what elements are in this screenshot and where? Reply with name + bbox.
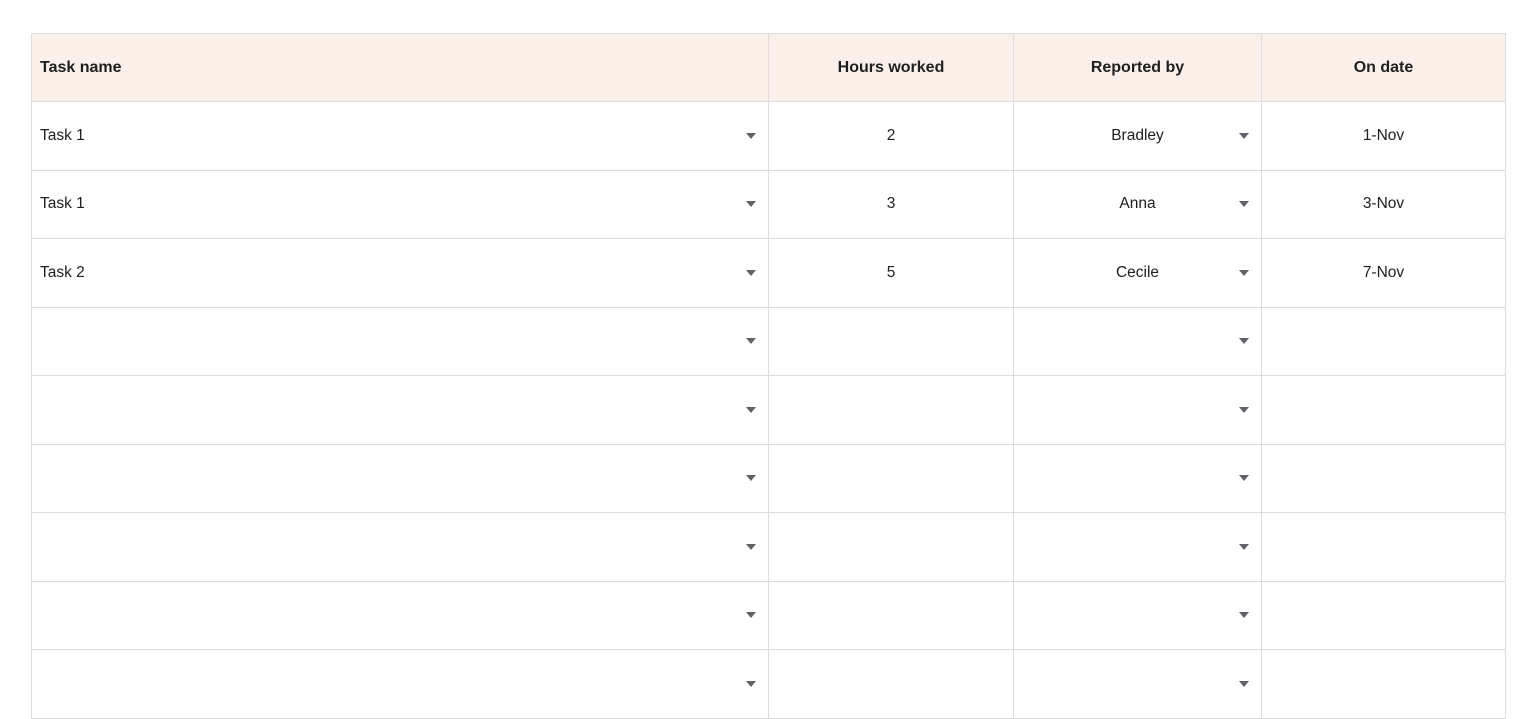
task-name-value: Task 1 [40, 126, 85, 144]
header-task-name-label: Task name [40, 58, 122, 76]
task-name-cell[interactable] [32, 444, 769, 513]
table-row [32, 307, 1506, 376]
on-date-value: 7-Nov [1362, 263, 1405, 281]
chevron-down-icon[interactable] [1239, 543, 1249, 550]
task-name-value: Task 2 [40, 263, 85, 281]
reported-by-value: Bradley [1111, 126, 1164, 144]
hours-worked-cell[interactable] [769, 581, 1014, 650]
hours-worked-cell[interactable] [769, 650, 1014, 719]
on-date-cell[interactable] [1262, 513, 1506, 582]
task-name-cell[interactable]: Task 1 [32, 170, 769, 239]
chevron-down-icon[interactable] [746, 680, 756, 687]
hours-worked-value: 2 [886, 126, 896, 144]
hours-worked-cell[interactable] [769, 444, 1014, 513]
hours-worked-cell[interactable]: 2 [769, 102, 1014, 171]
on-date-cell[interactable] [1262, 444, 1506, 513]
task-name-cell[interactable] [32, 513, 769, 582]
chevron-down-icon[interactable] [746, 475, 756, 482]
header-reported-by-label: Reported by [1090, 58, 1185, 76]
reported-by-value: Cecile [1115, 263, 1160, 281]
header-task-name[interactable]: Task name [32, 34, 769, 102]
table-row: Task 2 5 Cecile 7-Nov [32, 239, 1506, 308]
hours-worked-cell[interactable] [769, 307, 1014, 376]
reported-by-cell[interactable] [1014, 581, 1262, 650]
table-row [32, 444, 1506, 513]
task-name-cell[interactable]: Task 2 [32, 239, 769, 308]
table-row [32, 376, 1506, 445]
table-row [32, 581, 1506, 650]
on-date-cell[interactable] [1262, 307, 1506, 376]
table-header-row: Task name Hours worked Reported by On da… [32, 34, 1506, 102]
chevron-down-icon[interactable] [1239, 680, 1249, 687]
chevron-down-icon[interactable] [1239, 132, 1249, 139]
table-row: Task 1 3 Anna 3-Nov [32, 170, 1506, 239]
chevron-down-icon[interactable] [1239, 269, 1249, 276]
on-date-value: 3-Nov [1362, 195, 1405, 213]
chevron-down-icon[interactable] [1239, 338, 1249, 345]
chevron-down-icon[interactable] [746, 406, 756, 413]
header-hours-worked-label: Hours worked [837, 58, 945, 76]
on-date-cell[interactable]: 7-Nov [1262, 239, 1506, 308]
on-date-cell[interactable] [1262, 376, 1506, 445]
on-date-cell[interactable]: 1-Nov [1262, 102, 1506, 171]
reported-by-cell[interactable]: Anna [1014, 170, 1262, 239]
header-on-date[interactable]: On date [1262, 34, 1506, 102]
chevron-down-icon[interactable] [1239, 406, 1249, 413]
reported-by-cell[interactable] [1014, 513, 1262, 582]
task-name-cell[interactable] [32, 650, 769, 719]
chevron-down-icon[interactable] [746, 269, 756, 276]
on-date-cell[interactable] [1262, 581, 1506, 650]
chevron-down-icon[interactable] [746, 543, 756, 550]
on-date-cell[interactable] [1262, 650, 1506, 719]
chevron-down-icon[interactable] [746, 338, 756, 345]
chevron-down-icon[interactable] [746, 132, 756, 139]
reported-by-cell[interactable]: Bradley [1014, 102, 1262, 171]
chevron-down-icon[interactable] [746, 201, 756, 208]
reported-by-cell[interactable] [1014, 307, 1262, 376]
hours-worked-cell[interactable] [769, 376, 1014, 445]
task-name-value: Task 1 [40, 195, 85, 213]
tasks-table: Task name Hours worked Reported by On da… [31, 33, 1506, 719]
task-name-cell[interactable] [32, 307, 769, 376]
task-name-cell[interactable] [32, 376, 769, 445]
task-name-cell[interactable]: Task 1 [32, 102, 769, 171]
header-on-date-label: On date [1353, 58, 1414, 76]
table-row [32, 513, 1506, 582]
table-row [32, 650, 1506, 719]
on-date-value: 1-Nov [1362, 126, 1405, 144]
table-body: Task 1 2 Bradley 1-Nov Task 1 3 Anna 3-N… [32, 102, 1506, 719]
reported-by-cell[interactable] [1014, 650, 1262, 719]
chevron-down-icon[interactable] [1239, 475, 1249, 482]
reported-by-cell[interactable]: Cecile [1014, 239, 1262, 308]
hours-worked-cell[interactable] [769, 513, 1014, 582]
header-reported-by[interactable]: Reported by [1014, 34, 1262, 102]
hours-worked-value: 3 [886, 195, 896, 213]
table-row: Task 1 2 Bradley 1-Nov [32, 102, 1506, 171]
task-name-cell[interactable] [32, 581, 769, 650]
hours-worked-cell[interactable]: 3 [769, 170, 1014, 239]
header-hours-worked[interactable]: Hours worked [769, 34, 1014, 102]
hours-worked-value: 5 [886, 263, 896, 281]
reported-by-cell[interactable] [1014, 376, 1262, 445]
chevron-down-icon[interactable] [1239, 201, 1249, 208]
on-date-cell[interactable]: 3-Nov [1262, 170, 1506, 239]
chevron-down-icon[interactable] [746, 612, 756, 619]
hours-worked-cell[interactable]: 5 [769, 239, 1014, 308]
reported-by-value: Anna [1119, 195, 1156, 213]
reported-by-cell[interactable] [1014, 444, 1262, 513]
chevron-down-icon[interactable] [1239, 612, 1249, 619]
